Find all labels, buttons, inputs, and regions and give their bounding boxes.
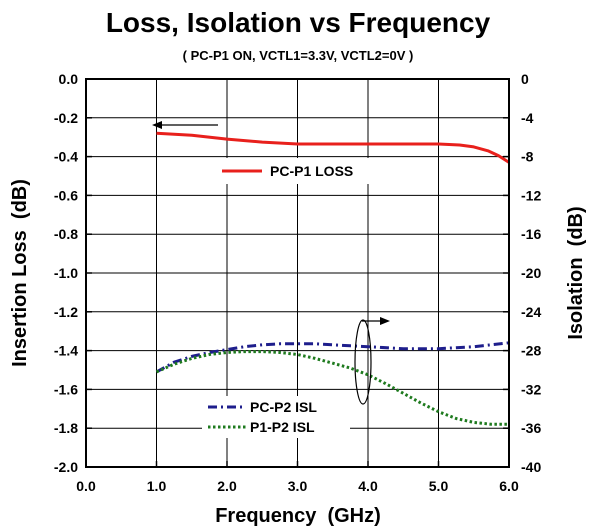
y2-tick-label: -24 [521, 304, 541, 320]
y-tick-label: 0.0 [59, 71, 79, 87]
y2-tick-label: 0 [521, 71, 529, 87]
x-tick-label: 4.0 [358, 478, 378, 494]
y2-tick-label: -8 [521, 149, 534, 165]
y2-tick-label: -12 [521, 187, 541, 203]
series-group [155, 131, 510, 426]
series-line-pc-p2-isl [155, 341, 510, 374]
chart-title: Loss, Isolation vs Frequency [106, 7, 491, 38]
y-tick-label: -0.6 [54, 187, 78, 203]
y-tick-label: -1.0 [54, 265, 78, 281]
y-tick-label: -1.6 [54, 381, 78, 397]
x-tick-label: 3.0 [288, 478, 308, 494]
y2-tick-label: -40 [521, 459, 541, 475]
x-tick-label: 6.0 [499, 478, 519, 494]
x-tick-label: 0.0 [76, 478, 96, 494]
legend-loss: PC-P1 LOSS [215, 158, 387, 184]
y2-tick-label: -4 [521, 110, 534, 126]
y2-tick-label: -16 [521, 226, 541, 242]
y-axis-label: Insertion Loss (dB) [9, 179, 31, 367]
y2-tick-label: -36 [521, 420, 541, 436]
series-line-pc-p1-loss [156, 131, 510, 164]
y2-tick-label: -20 [521, 265, 541, 281]
series-line-p1-p2-isl [155, 350, 509, 426]
y-tick-label: -1.4 [54, 343, 78, 359]
isolation-axis-arrow [354, 317, 390, 405]
y-tick-label: -2.0 [54, 459, 78, 475]
y2-axis-label: Isolation (dB) [565, 206, 587, 339]
y-tick-label: -0.4 [54, 149, 78, 165]
ticks: 0.0 1.0 2.0 3.0 4.0 5.0 6.0 0.0 -0.2 -0.4 -0.6 -0.8… [54, 71, 542, 494]
x-tick-label: 5.0 [429, 478, 449, 494]
x-axis-label: Frequency (GHz) [215, 505, 381, 527]
y-tick-label: -0.2 [54, 110, 78, 126]
y2-tick-label: -32 [521, 381, 541, 397]
y-tick-label: -1.8 [54, 420, 78, 436]
x-tick-label: 2.0 [217, 478, 237, 494]
legend-pcp2-label: PC-P2 ISL [250, 399, 317, 415]
isolation-bracket [354, 319, 372, 405]
legend-isolation: PC-P2 ISL P1-P2 ISL [202, 396, 350, 438]
y-tick-label: -1.2 [54, 304, 78, 320]
legend-p1p2-label: P1-P2 ISL [250, 419, 315, 435]
y2-tick-label: -28 [521, 343, 541, 359]
y-tick-label: -0.8 [54, 226, 78, 242]
chart-subtitle: ( PC-P1 ON, VCTL1=3.3V, VCTL2=0V ) [183, 48, 414, 63]
legend-isolation-bg [202, 396, 350, 438]
loss-axis-arrow [152, 121, 218, 129]
legend-loss-label: PC-P1 LOSS [270, 163, 353, 179]
x-tick-label: 1.0 [147, 478, 167, 494]
